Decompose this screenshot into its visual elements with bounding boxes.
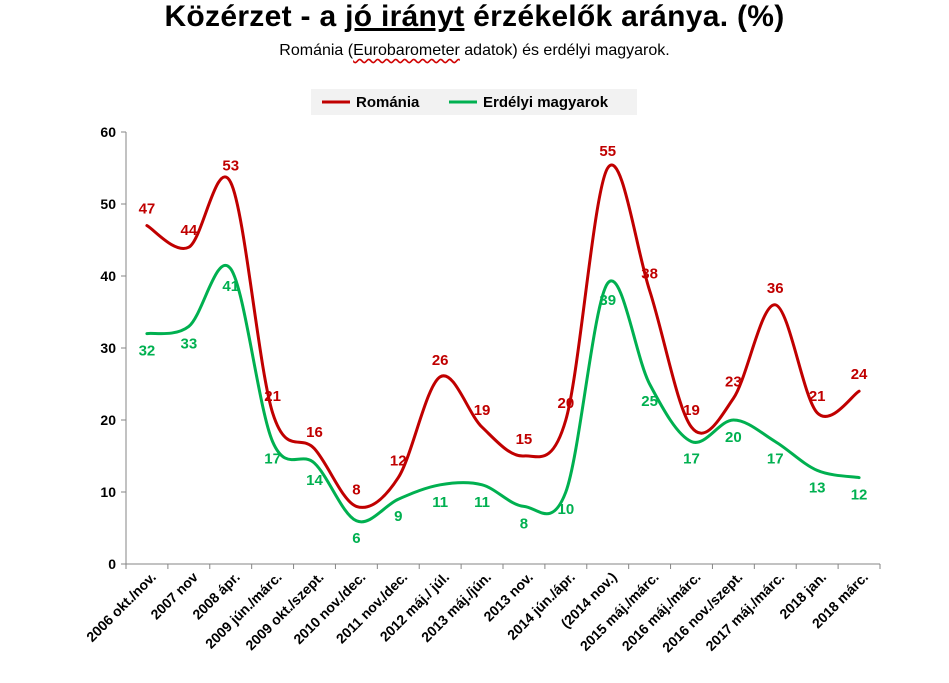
y-tick-label: 60	[100, 124, 116, 140]
data-label-romania: 23	[725, 373, 742, 390]
data-label-erdelyi-magyarok: 6	[352, 530, 360, 547]
x-tick-label: 2009 jún./márc.	[202, 569, 285, 652]
data-label-erdelyi-magyarok: 11	[432, 494, 448, 511]
chart-subtitle: Románia (Eurobarometer adatok) és erdély…	[0, 42, 949, 60]
data-label-erdelyi-magyarok: 11	[474, 494, 490, 511]
data-label-romania: 36	[767, 280, 784, 297]
data-label-romania: 16	[306, 424, 323, 441]
data-label-erdelyi-magyarok: 17	[264, 451, 281, 468]
series-line-romania	[145, 163, 861, 509]
x-tick-label: 2010 nov./dec.	[290, 569, 368, 647]
data-label-erdelyi-magyarok: 8	[520, 515, 528, 532]
data-label-romania: 24	[851, 366, 868, 383]
subtitle-part-2: Eurobarometer	[353, 42, 460, 59]
data-label-romania: 38	[641, 265, 658, 282]
y-tick-label: 0	[108, 556, 116, 572]
data-label-erdelyi-magyarok: 9	[394, 508, 402, 525]
x-tick-label: 2006 okt./nov.	[83, 569, 159, 645]
data-label-romania: 8	[352, 481, 360, 498]
data-label-romania: 53	[222, 157, 239, 174]
data-label-romania: 26	[432, 352, 449, 369]
y-tick-label: 20	[100, 412, 116, 428]
data-label-romania: 47	[139, 201, 156, 218]
subtitle-part-1: Románia (	[279, 42, 354, 59]
data-label-erdelyi-magyarok: 20	[725, 429, 742, 446]
data-labels: 47 44 53 21 16 8 12 26 19 15 20 55 38 19 23 36 21 24 32 33 4…	[139, 143, 868, 547]
legend-label-romania: Románia	[356, 94, 420, 111]
data-label-erdelyi-magyarok: 17	[683, 451, 700, 468]
y-tick-label: 30	[100, 340, 116, 356]
y-tick-label: 50	[100, 196, 116, 212]
data-label-romania: 20	[557, 395, 574, 412]
y-tick-label: 10	[100, 484, 116, 500]
data-label-erdelyi-magyarok: 39	[599, 292, 616, 309]
x-tick-label: 2017 máj./márc.	[702, 569, 787, 654]
series-lines	[145, 163, 861, 524]
data-label-erdelyi-magyarok: 41	[222, 278, 239, 295]
legend: Románia Erdélyi magyarok	[311, 89, 637, 115]
data-label-romania: 55	[599, 143, 616, 160]
legend-label-erdelyi-magyarok: Erdélyi magyarok	[483, 94, 609, 111]
data-label-erdelyi-magyarok: 32	[139, 343, 156, 360]
series-line-erdelyi-magyarok	[145, 264, 861, 524]
data-label-erdelyi-magyarok: 25	[641, 393, 658, 410]
data-label-erdelyi-magyarok: 14	[306, 472, 323, 489]
y-tick-label: 40	[100, 268, 116, 284]
title-part-2: jó irányt	[345, 0, 465, 33]
chart-title: Közérzet - a jó irányt érzékelők aránya.…	[0, 0, 949, 34]
data-label-romania: 21	[809, 388, 826, 405]
data-label-erdelyi-magyarok: 33	[180, 335, 197, 352]
data-label-erdelyi-magyarok: 13	[809, 479, 826, 496]
data-label-romania: 44	[180, 222, 197, 239]
data-label-romania: 19	[683, 402, 700, 419]
data-label-romania: 15	[516, 431, 533, 448]
data-label-romania: 19	[474, 402, 491, 419]
data-label-erdelyi-magyarok: 12	[851, 487, 868, 504]
title-part-3: érzékelők aránya. (%)	[464, 0, 785, 33]
data-label-erdelyi-magyarok: 17	[767, 451, 784, 468]
data-label-romania: 12	[390, 453, 407, 470]
subtitle-part-3: adatok) és erdélyi magyarok.	[459, 42, 670, 59]
title-part-1: Közérzet - a	[164, 0, 346, 33]
data-label-romania: 21	[264, 388, 281, 405]
data-label-erdelyi-magyarok: 10	[557, 501, 574, 518]
